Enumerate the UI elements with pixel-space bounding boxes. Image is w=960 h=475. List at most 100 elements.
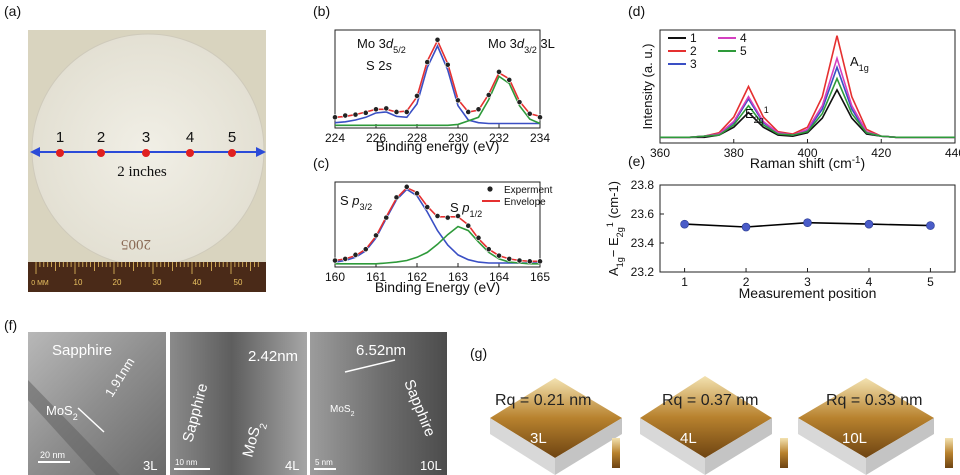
- data-point: [466, 223, 471, 228]
- y-axis-label: Intensity (a. u.): [640, 44, 655, 130]
- annotation-part: Mo 3: [357, 36, 386, 51]
- x-tick-label: 1: [681, 275, 688, 289]
- color-bar: [945, 438, 953, 468]
- scale-label: 5 nm: [315, 458, 333, 467]
- data-point: [373, 107, 378, 112]
- data-point: [404, 184, 409, 189]
- data-point: [425, 204, 430, 209]
- wafer-stamp: 2005: [121, 236, 151, 252]
- position-label: 5: [228, 129, 236, 146]
- data-point: [425, 59, 430, 64]
- film-text: MoS: [330, 404, 351, 415]
- annotation-part: Mo 3: [488, 36, 517, 51]
- data-point: [445, 215, 450, 220]
- x-axis-label: Binding energy (eV): [376, 138, 500, 154]
- y-axis-label-part: (cm-1): [606, 181, 621, 222]
- panel-label: (f): [4, 317, 17, 333]
- legend-label: 2: [690, 44, 697, 58]
- data-point: [486, 247, 491, 252]
- position-dot: [97, 149, 105, 157]
- annotation-part: A: [850, 54, 859, 69]
- plot-frame: [660, 185, 955, 272]
- data-point: [466, 109, 471, 114]
- x-axis-label-part: ): [860, 155, 865, 171]
- y-axis-label-part: 2g: [615, 227, 625, 237]
- film-text: MoS: [46, 403, 73, 418]
- annotation: S p3/2: [340, 193, 372, 212]
- x-tick-label: 234: [530, 131, 550, 145]
- annotation: E2g1: [745, 105, 769, 125]
- afm-images: Rq = 0.21 nm 3L Rq = 0.37 nm 4L Rq = 0.3…: [490, 376, 953, 475]
- data-point: [476, 235, 481, 240]
- panel-label: (a): [4, 3, 21, 19]
- data-point: [343, 113, 348, 118]
- position-dot: [228, 149, 236, 157]
- data-point: [537, 259, 542, 264]
- data-point: [353, 112, 358, 117]
- position-label: 4: [186, 129, 194, 146]
- scale-label: 20 nm: [40, 450, 65, 460]
- annotation: S 2s: [366, 58, 393, 73]
- wafer-photo: 1 2 3 4 5 2 inches 2005 0 MM 10 20 30 40…: [28, 30, 266, 292]
- roughness-label: Rq = 0.33 nm: [826, 392, 923, 409]
- x-axis-label: Raman shift (cm-1): [750, 155, 865, 172]
- data-point: [363, 110, 368, 115]
- panel-label: (c): [313, 155, 329, 171]
- substrate-label: Sapphire: [52, 342, 112, 359]
- span-label: 2 inches: [117, 164, 167, 180]
- panel-label: (g): [470, 345, 487, 361]
- annotation-part: 1/2: [470, 209, 483, 219]
- data-point: [332, 115, 337, 120]
- layer-label: 10L: [420, 458, 442, 473]
- layer-label: 3L: [143, 458, 157, 473]
- x-axis-label-part: Raman shift (cm: [750, 155, 852, 171]
- data-point: [496, 69, 501, 74]
- y-tick-label: 23.6: [631, 207, 655, 221]
- layer-label: 4L: [285, 458, 299, 473]
- data-point: [414, 191, 419, 196]
- legend-label: 5: [740, 44, 747, 58]
- panel-label: (b): [313, 3, 330, 19]
- layer-label: 4L: [680, 430, 697, 447]
- data-point: [363, 247, 368, 252]
- data-point: [373, 233, 378, 238]
- x-tick-label: 5: [927, 275, 934, 289]
- annotation-part: S 2: [366, 58, 386, 73]
- x-axis-label: Binding Energy (eV): [375, 279, 500, 295]
- annotation-part: p: [351, 193, 359, 208]
- ruler-label: 20: [113, 278, 122, 287]
- panel-label: (d): [628, 3, 645, 19]
- data-point: [681, 220, 689, 228]
- layer-label: 3L: [530, 430, 547, 447]
- data-point: [517, 258, 522, 263]
- data-point: [384, 106, 389, 111]
- ruler-label: 40: [193, 278, 202, 287]
- annotation-part: 3/2: [360, 202, 373, 212]
- data-point: [414, 93, 419, 98]
- x-tick-label: 165: [530, 270, 550, 284]
- legend-label: Experment: [504, 185, 553, 196]
- ruler-label: 30: [153, 278, 162, 287]
- y-tick-label: 23.2: [631, 265, 655, 279]
- ruler-label: 50: [234, 278, 243, 287]
- annotation: Mo 3d3/2 3L: [488, 36, 555, 55]
- series-line: [660, 36, 955, 138]
- position-label: 1: [56, 129, 64, 146]
- position-dot: [186, 149, 194, 157]
- data-point: [865, 220, 873, 228]
- color-bar: [612, 438, 620, 468]
- thickness-label: 6.52nm: [356, 342, 406, 359]
- data-point: [455, 98, 460, 103]
- x-axis-label-part: -1: [852, 155, 861, 166]
- position-label: 2: [97, 129, 105, 146]
- y-axis-label: A1g− E2g1 (cm-1): [605, 181, 625, 276]
- annotation-part: 2g: [754, 115, 764, 125]
- data-point: [384, 215, 389, 220]
- y-tick-label: 23.8: [631, 178, 655, 192]
- data-point: [507, 77, 512, 82]
- annotation: A1g: [850, 54, 869, 73]
- film-sub: 2: [351, 411, 355, 418]
- y-axis-label-part: A: [606, 267, 621, 276]
- x-tick-label: 380: [724, 146, 744, 160]
- scale-label: 10 nm: [175, 458, 198, 467]
